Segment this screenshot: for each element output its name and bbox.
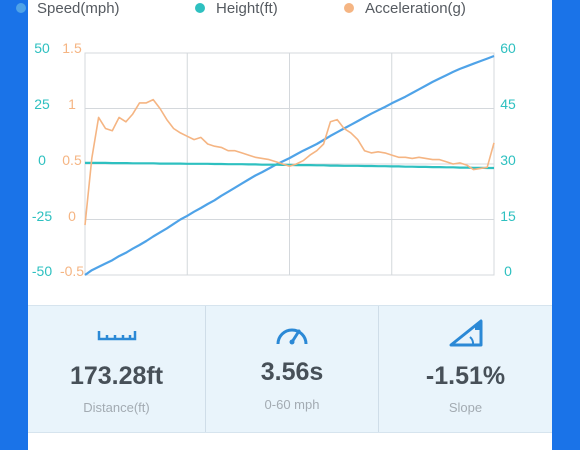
axis-tick-label: 50 <box>34 40 50 56</box>
axis-tick-label: 1 <box>68 96 76 112</box>
slope-label: Slope <box>448 400 483 415</box>
axis-tick-label: 0 <box>68 208 76 224</box>
legend-label: Height(ft) <box>216 0 278 17</box>
axis-tick-label: 0 <box>38 152 46 168</box>
legend-item-acceleration[interactable]: Acceleration(g) <box>344 0 466 19</box>
axis-tick-label: 0.5 <box>62 152 82 168</box>
chart-series-lines <box>84 54 495 276</box>
speedometer-icon <box>276 328 308 345</box>
distance-value: 173.28ft <box>69 362 164 390</box>
acceleration-series-line <box>84 98 495 226</box>
stat-slope: -1.51% Slope <box>379 306 552 432</box>
stat-divider <box>378 306 379 432</box>
slope-value: -1.51% <box>425 362 506 390</box>
stats-panel: 173.28ft Distance(ft) 3.56s 0-60 mph -1.… <box>28 305 552 433</box>
axis-tick-label: -25 <box>32 208 52 224</box>
height-legend-dot-icon <box>195 3 205 13</box>
acceleration-legend-dot-icon <box>344 3 354 13</box>
axis-tick-label: 0 <box>504 263 512 279</box>
slope-icon <box>449 319 482 347</box>
chart-legend: Speed(mph) Height(ft) Acceleration(g) <box>16 0 552 20</box>
axis-tick-label: -0.5 <box>60 263 84 279</box>
axis-tick-label: 30 <box>500 152 516 168</box>
stat-divider <box>205 306 206 432</box>
speed-series-line <box>84 54 495 276</box>
height-series-line <box>85 161 494 170</box>
line-chart: 50 25 0 -25 -50 1.5 1 0.5 0 -0.5 60 45 30 15 0 <box>32 40 516 279</box>
axis-tick-label: 25 <box>34 96 50 112</box>
distance-label: Distance(ft) <box>83 400 150 415</box>
zero-to-sixty-label: 0-60 mph <box>264 397 320 412</box>
axis-tick-label: 60 <box>500 40 516 56</box>
zero-to-sixty-value: 3.56s <box>260 358 324 386</box>
axis-tick-label: 1.5 <box>62 40 82 56</box>
axis-tick-label: -50 <box>32 263 52 279</box>
axis-tick-labels: 50 25 0 -25 -50 1.5 1 0.5 0 -0.5 60 45 30 15 0 <box>32 40 516 279</box>
ruler-icon <box>97 331 136 341</box>
legend-label: Speed(mph) <box>37 0 120 17</box>
stat-zero-to-sixty: 3.56s 0-60 mph <box>206 306 378 432</box>
stat-distance: 173.28ft Distance(ft) <box>28 306 205 432</box>
app-frame: Speed(mph) Height(ft) Acceleration(g) 50… <box>16 0 552 450</box>
legend-item-speed[interactable]: Speed(mph) <box>16 0 120 19</box>
legend-label: Acceleration(g) <box>365 0 466 17</box>
axis-tick-label: 45 <box>500 96 516 112</box>
axis-tick-label: 15 <box>500 208 516 224</box>
speed-legend-dot-icon <box>16 3 26 13</box>
legend-item-height[interactable]: Height(ft) <box>195 0 278 19</box>
